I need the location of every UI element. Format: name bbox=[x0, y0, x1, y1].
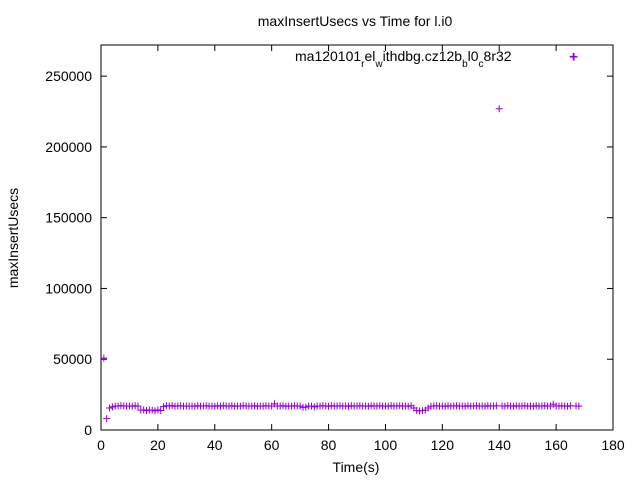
data-point bbox=[154, 406, 162, 414]
plot-border bbox=[100, 44, 614, 431]
data-point bbox=[302, 403, 310, 411]
x-tick-label: 120 bbox=[431, 437, 455, 453]
data-point bbox=[549, 400, 557, 408]
x-tick-label: 80 bbox=[321, 437, 337, 453]
y-tick-label: 100000 bbox=[45, 280, 92, 296]
y-tick-label: 150000 bbox=[45, 210, 92, 226]
x-tick-label: 140 bbox=[488, 437, 512, 453]
y-axis-label: maxInsertUsecs bbox=[5, 188, 21, 288]
data-point bbox=[495, 105, 503, 113]
x-axis-label: Time(s) bbox=[333, 459, 380, 475]
legend-marker bbox=[570, 53, 578, 61]
data-point bbox=[100, 354, 108, 362]
x-tick-label: 180 bbox=[601, 437, 625, 453]
data-point bbox=[106, 404, 114, 412]
legend-label: ma120101relwithdbg.cz12bbl0c8r32 bbox=[295, 48, 512, 70]
y-tick-label: 50000 bbox=[53, 351, 92, 367]
y-tick-label: 250000 bbox=[45, 68, 92, 84]
x-tick-label: 160 bbox=[544, 437, 568, 453]
x-tick-label: 40 bbox=[207, 437, 223, 453]
data-point bbox=[157, 406, 165, 414]
data-point bbox=[310, 403, 318, 411]
data-point bbox=[575, 402, 583, 410]
data-point bbox=[108, 403, 116, 411]
chart-title: maxInsertUsecs vs Time for l.i0 bbox=[258, 13, 453, 29]
x-tick-label: 0 bbox=[97, 437, 105, 453]
x-tick-label: 20 bbox=[150, 437, 166, 453]
x-tick-label: 60 bbox=[264, 437, 280, 453]
legend: ma120101relwithdbg.cz12bbl0c8r32 bbox=[295, 48, 578, 70]
y-tick-label: 200000 bbox=[45, 139, 92, 155]
ticks: 0 20 40 60 80 100 120 140 160 180 0 50000 100000 1500… bbox=[45, 45, 625, 453]
data-point bbox=[160, 403, 168, 411]
data-point bbox=[569, 52, 577, 60]
y-tick-label: 0 bbox=[84, 422, 92, 438]
data-point bbox=[296, 402, 304, 410]
x-tick-label: 100 bbox=[374, 437, 398, 453]
data-point bbox=[103, 415, 111, 423]
data-points bbox=[100, 52, 583, 423]
axes bbox=[100, 44, 614, 431]
data-point bbox=[134, 402, 142, 410]
